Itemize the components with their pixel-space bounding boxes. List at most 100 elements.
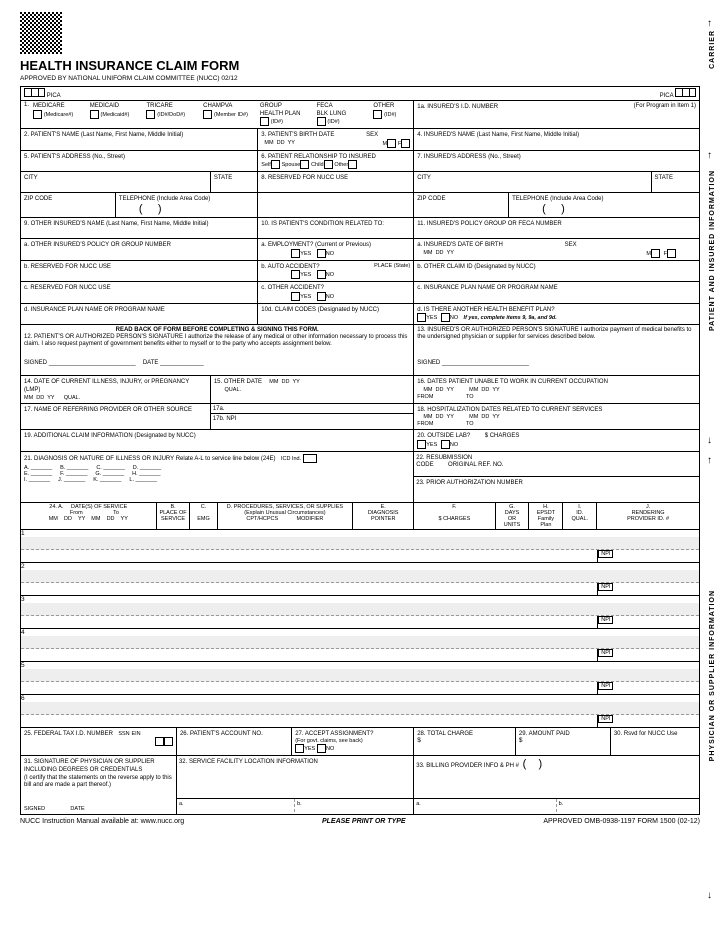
f7-phone: TELEPHONE (Include Area Code) xyxy=(512,196,603,202)
f10b: b. AUTO ACCIDENT? xyxy=(261,264,319,270)
f32: 32. SERVICE FACILITY LOCATION INFORMATIO… xyxy=(179,759,318,765)
f11a: a. INSURED'S DATE OF BIRTH xyxy=(417,242,503,248)
f24d: D. PROCEDURES, SERVICES, OR SUPPLIES (Ex… xyxy=(218,503,354,529)
cb-sex-m[interactable] xyxy=(387,139,396,148)
f7-zip: ZIP CODE xyxy=(417,196,445,202)
pica-left: PICA xyxy=(47,93,61,99)
readback: READ BACK OF FORM BEFORE COMPLETING & SI… xyxy=(24,327,410,334)
f24e: E. DIAGNOSIS POINTER xyxy=(353,503,414,529)
cb-ssn[interactable] xyxy=(155,737,164,746)
f9c: c. RESERVED FOR NUCC USE xyxy=(24,285,111,291)
cb-10b-no[interactable] xyxy=(317,270,326,279)
f5: 5. PATIENT'S ADDRESS (No., Street) xyxy=(24,154,125,160)
f24g: G. DAYS OR UNITS xyxy=(496,503,530,529)
f24a: 24. A. DATE(S) OF SERVICE From To MM DD … xyxy=(21,503,157,529)
f30: 30. Rsvd for NUCC Use xyxy=(614,731,678,737)
f10: 10. IS PATIENT'S CONDITION RELATED TO: xyxy=(261,221,384,227)
cb-tricare[interactable] xyxy=(146,110,155,119)
f23: 23. PRIOR AUTHORIZATION NUMBER xyxy=(416,480,523,486)
cb-20-no[interactable] xyxy=(441,440,450,449)
f24b: B. PLACE OF SERVICE xyxy=(157,503,191,529)
cb-11a-f[interactable] xyxy=(667,249,676,258)
side-patient: PATIENT AND INSURED INFORMATION xyxy=(709,170,716,331)
f1-tricare: TRICARE xyxy=(146,103,172,109)
claim-form: PICA PICA 1. MEDICARE (Medicare#) MEDICA… xyxy=(20,86,700,815)
f15: 15. OTHER DATE xyxy=(214,379,262,385)
cb-11a-m[interactable] xyxy=(651,249,660,258)
f5-city: CITY xyxy=(24,175,38,181)
cb-20-yes[interactable] xyxy=(417,440,426,449)
cb-10c-no[interactable] xyxy=(317,292,326,301)
form-subtitle: APPROVED BY NATIONAL UNIFORM CLAIM COMMI… xyxy=(20,75,700,82)
f10a: a. EMPLOYMENT? (Current or Previous) xyxy=(261,242,371,248)
cb-medicaid[interactable] xyxy=(90,110,99,119)
cb-11d-yes[interactable] xyxy=(417,313,426,322)
f12: 12. PATIENT'S OR AUTHORIZED PERSON'S SIG… xyxy=(24,334,410,347)
cb-ein[interactable] xyxy=(164,737,173,746)
cb-10c-yes[interactable] xyxy=(291,292,300,301)
f5-phone: TELEPHONE (Include Area Code) xyxy=(119,196,210,202)
footer-left: NUCC Instruction Manual available at: ww… xyxy=(20,818,184,825)
f1-medicare: MEDICARE xyxy=(33,103,65,109)
f7-state: STATE xyxy=(655,175,673,181)
qr-code xyxy=(20,12,62,54)
cb-self[interactable] xyxy=(271,160,280,169)
f9a: a. OTHER INSURED'S POLICY OR GROUP NUMBE… xyxy=(24,242,171,248)
f19: 19. ADDITIONAL CLAIM INFORMATION (Design… xyxy=(24,433,196,439)
f10c: c. OTHER ACCIDENT? xyxy=(261,285,324,291)
f16: 16. DATES PATIENT UNABLE TO WORK IN CURR… xyxy=(417,379,608,385)
f1-champva: CHAMPVA xyxy=(203,103,232,109)
f33: 33. BILLING PROVIDER INFO & PH # xyxy=(416,763,519,769)
f25: 25. FEDERAL TAX I.D. NUMBER xyxy=(24,731,113,737)
f20: 20. OUTSIDE LAB? xyxy=(417,433,470,439)
f31: 31. SIGNATURE OF PHYSICIAN OR SUPPLIER I… xyxy=(24,759,173,788)
line-6: 6 xyxy=(21,695,25,702)
cb-11d-no[interactable] xyxy=(441,313,450,322)
f24j: J. RENDERING PROVIDER ID. # xyxy=(597,503,699,529)
f17: 17. NAME OF REFERRING PROVIDER OR OTHER … xyxy=(24,407,192,413)
line-3: 3 xyxy=(21,596,25,603)
f24f: F. $ CHARGES xyxy=(414,503,495,529)
form-title: HEALTH INSURANCE CLAIM FORM xyxy=(20,58,700,73)
cb-spouse[interactable] xyxy=(300,160,309,169)
cb-other[interactable] xyxy=(373,110,382,119)
f4: 4. INSURED'S NAME (Last Name, First Name… xyxy=(417,132,579,138)
f9b: b. RESERVED FOR NUCC USE xyxy=(24,264,111,270)
f26: 26. PATIENT'S ACCOUNT NO. xyxy=(180,731,263,737)
cb-medicare[interactable] xyxy=(33,110,42,119)
cb-champva[interactable] xyxy=(203,110,212,119)
f9d: d. INSURANCE PLAN NAME OR PROGRAM NAME xyxy=(24,307,165,313)
f5-zip: ZIP CODE xyxy=(24,196,52,202)
cb-feca[interactable] xyxy=(317,117,326,126)
cb-child[interactable] xyxy=(324,160,333,169)
f18: 18. HOSPITALIZATION DATES RELATED TO CUR… xyxy=(417,407,602,413)
cb-27-no[interactable] xyxy=(317,744,326,753)
icd-ind[interactable] xyxy=(303,454,317,463)
f10d: 10d. CLAIM CODES (Designated by NUCC) xyxy=(261,307,379,313)
cb-10a-yes[interactable] xyxy=(291,249,300,258)
f24i: I. ID. QUAL. xyxy=(563,503,597,529)
cb-sex-f[interactable] xyxy=(401,139,410,148)
cb-rel-other[interactable] xyxy=(348,160,357,169)
f24h: H. EPSDT Family Plan xyxy=(529,503,563,529)
f11: 11. INSURED'S POLICY GROUP OR FECA NUMBE… xyxy=(417,221,562,227)
cb-group[interactable] xyxy=(260,117,269,126)
f17a: 17a. xyxy=(213,406,225,412)
f1-group: GROUP HEALTH PLAN xyxy=(260,103,301,117)
arrow-up-3: ↑ xyxy=(707,455,712,466)
f3: 3. PATIENT'S BIRTH DATE xyxy=(261,132,334,138)
f8: 8. RESERVED FOR NUCC USE xyxy=(261,175,348,181)
f2: 2. PATIENT'S NAME (Last Name, First Name… xyxy=(24,132,183,138)
arrow-up-2: ↑ xyxy=(707,150,712,161)
f5-state: STATE xyxy=(214,175,232,181)
f6: 6. PATIENT RELATIONSHIP TO INSURED xyxy=(261,154,376,160)
f1-other: OTHER xyxy=(373,103,394,109)
footer-right: APPROVED OMB-0938-1197 FORM 1500 (02-12) xyxy=(543,818,700,825)
side-physician: PHYSICIAN OR SUPPLIER INFORMATION xyxy=(709,590,716,761)
f21: 21. DIAGNOSIS OR NATURE OF ILLNESS OR IN… xyxy=(24,456,276,462)
cb-27-yes[interactable] xyxy=(295,744,304,753)
line-4: 4 xyxy=(21,629,25,636)
f1a: 1a. INSURED'S I.D. NUMBER xyxy=(417,104,498,110)
cb-10b-yes[interactable] xyxy=(291,270,300,279)
cb-10a-no[interactable] xyxy=(317,249,326,258)
